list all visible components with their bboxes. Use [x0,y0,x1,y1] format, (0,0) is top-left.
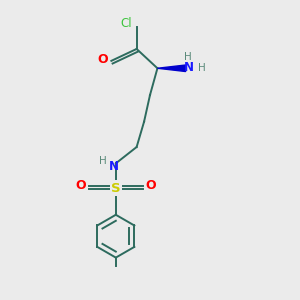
Text: H: H [184,52,192,62]
Text: O: O [97,53,108,66]
Text: H: H [198,63,206,73]
Text: S: S [111,182,121,194]
Text: N: N [109,160,119,173]
Text: O: O [146,179,156,192]
Text: H: H [99,156,106,166]
Text: Cl: Cl [120,16,132,30]
Polygon shape [158,65,186,71]
Text: N: N [184,61,194,74]
Text: O: O [75,179,86,192]
